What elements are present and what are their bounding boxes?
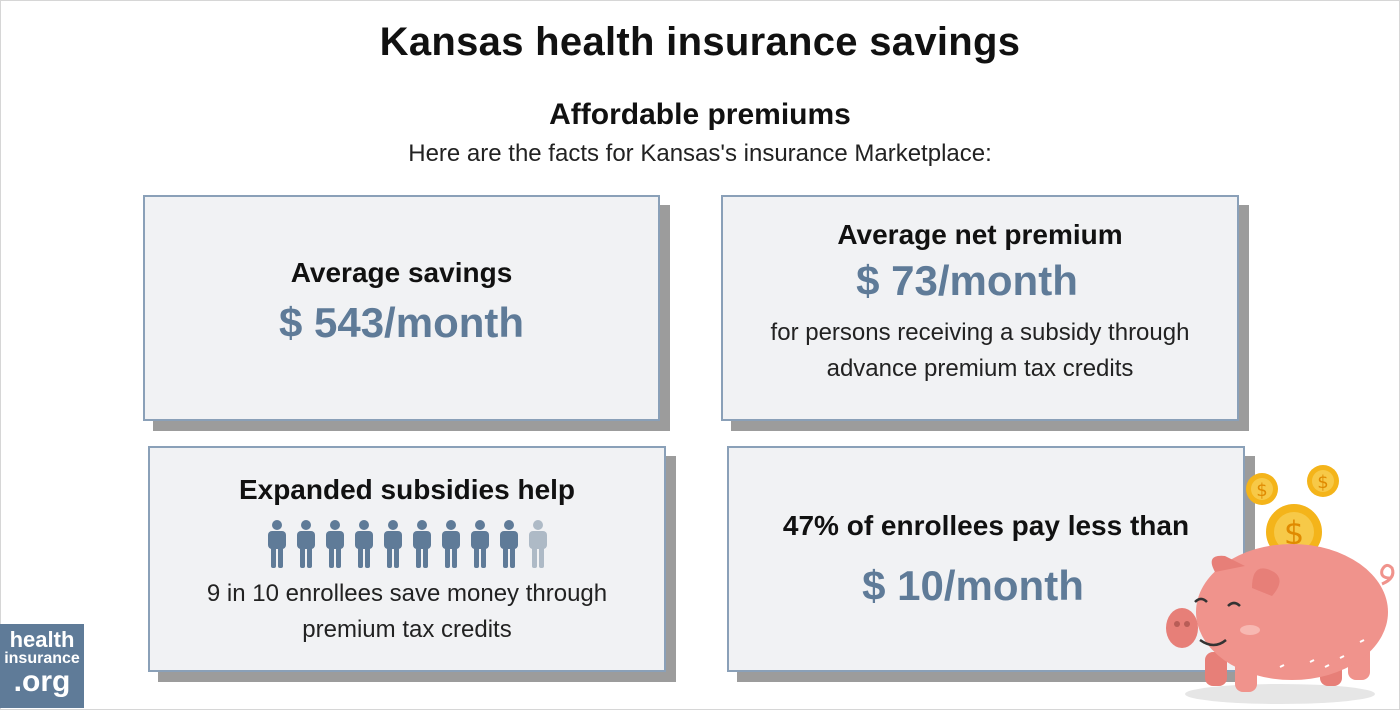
- average-net-premium-card: Average net premium $ 73/month for perso…: [721, 195, 1239, 421]
- expanded-subsidies-card: Expanded subsidies help 9 in 10 enrollee…: [148, 446, 666, 672]
- net-premium-heading: Average net premium: [837, 219, 1123, 250]
- svg-text:$: $: [1256, 480, 1267, 501]
- average-savings-value: $ 543/month: [278, 299, 525, 346]
- average-savings-card: Average savings $ 543/month: [143, 195, 660, 421]
- page-title: Kansas health insurance savings: [379, 20, 1021, 64]
- net-premium-note-line1: for persons receiving a subsidy through: [770, 319, 1190, 346]
- svg-text:$: $: [1317, 472, 1328, 493]
- dollar-coin-icon: $: [1307, 465, 1339, 497]
- logo-line1: health: [9, 627, 75, 652]
- enrollees-heading: 47% of enrollees pay less than: [782, 510, 1190, 541]
- subsidies-note-line1: 9 in 10 enrollees save money through: [206, 580, 608, 607]
- intro-text: Here are the facts for Kansas's insuranc…: [408, 140, 992, 167]
- dollar-coin-icon: $: [1246, 473, 1278, 505]
- svg-text:$: $: [1284, 514, 1304, 552]
- person-icon: [267, 520, 286, 568]
- person-icon: [441, 520, 460, 568]
- page-subtitle: Affordable premiums: [549, 98, 851, 131]
- logo-line2: insurance: [4, 650, 80, 667]
- average-savings-heading: Average savings: [290, 257, 513, 288]
- logo-line3: .org: [13, 665, 71, 698]
- net-premium-value: $ 73/month: [856, 257, 1078, 304]
- person-icon: [412, 520, 431, 568]
- enrollees-card: 47% of enrollees pay less than $ 10/mont…: [727, 446, 1245, 672]
- piggy-bank-icon: $ $ $: [1166, 465, 1395, 704]
- subsidies-note-line2: premium tax credits: [302, 616, 512, 643]
- person-icon: [528, 520, 547, 568]
- person-icon: [354, 520, 373, 568]
- person-icon: [499, 520, 518, 568]
- healthinsurance-org-logo: health insurance .org: [0, 624, 84, 708]
- person-icon: [325, 520, 344, 568]
- enrollees-value: $ 10/month: [862, 562, 1084, 609]
- people-icon-row: [150, 520, 664, 568]
- subsidies-heading: Expanded subsidies help: [238, 474, 576, 505]
- person-icon: [383, 520, 402, 568]
- net-premium-note-line2: advance premium tax credits: [826, 355, 1134, 382]
- person-icon: [296, 520, 315, 568]
- person-icon: [470, 520, 489, 568]
